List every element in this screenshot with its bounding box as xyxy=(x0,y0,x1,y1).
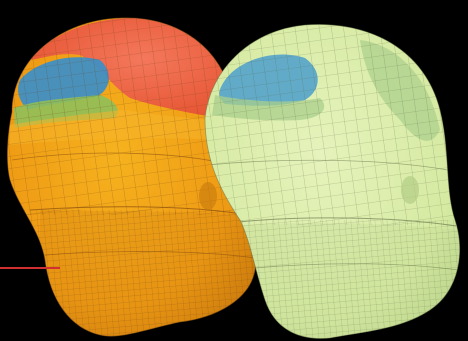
right-ear-bump xyxy=(401,176,419,204)
left-ear-bump xyxy=(199,182,217,210)
